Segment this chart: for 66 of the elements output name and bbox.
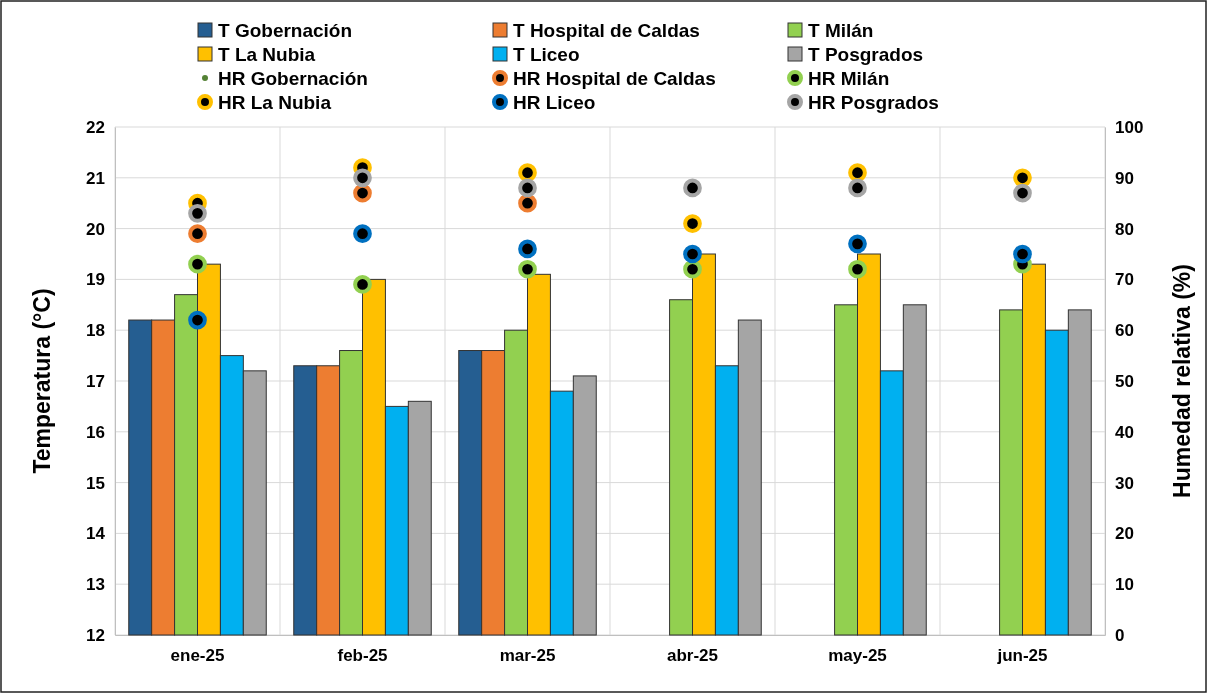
legend-label: HR Liceo — [513, 92, 596, 113]
y-axis-title: Temperatura (°C) — [29, 288, 55, 474]
point — [353, 168, 372, 188]
point — [188, 224, 207, 244]
x-tick-label: abr-25 — [666, 646, 719, 666]
x-tick-label: feb-25 — [337, 646, 388, 666]
legend-label: HR Hospital de Caldas — [513, 68, 716, 89]
point — [353, 183, 372, 203]
y2-tick-label: 90 — [1115, 168, 1134, 188]
y2-tick-label: 40 — [1115, 422, 1134, 442]
y-tick-label: 22 — [86, 117, 105, 137]
point — [1013, 168, 1032, 188]
point — [683, 178, 702, 198]
point — [683, 214, 702, 233]
x-tick-label: mar-25 — [499, 646, 556, 666]
y-tick-label: 12 — [86, 625, 105, 645]
legend-label: HR Posgrados — [808, 92, 939, 113]
point — [518, 178, 537, 198]
y-tick-label: 13 — [86, 575, 105, 595]
y2-axis-title: Humedad relativa (%) — [1169, 264, 1195, 498]
point — [848, 259, 867, 279]
y2-tick-label: 100 — [1115, 117, 1144, 137]
point — [848, 178, 867, 198]
point — [683, 244, 702, 264]
y-tick-label: 18 — [86, 321, 105, 341]
point — [518, 259, 537, 279]
y-tick-label: 19 — [86, 270, 105, 290]
point — [1013, 183, 1032, 203]
y-tick-label: 17 — [86, 371, 105, 391]
point — [188, 204, 207, 223]
legend-label: HR La Nubia — [218, 92, 332, 113]
y-tick-label: 14 — [86, 524, 106, 544]
point — [353, 275, 372, 294]
point — [518, 193, 537, 213]
y2-tick-label: 30 — [1115, 473, 1134, 493]
point — [848, 163, 867, 183]
legend-label: T Gobernación — [218, 20, 353, 41]
x-tick-label: ene-25 — [170, 646, 225, 666]
y2-tick-label: 60 — [1115, 321, 1134, 341]
y2-tick-label: 70 — [1115, 270, 1134, 290]
point — [188, 254, 207, 274]
point — [518, 163, 537, 183]
legend-label: HR Gobernación — [218, 68, 368, 89]
x-tick-label: may-25 — [828, 646, 887, 666]
point — [188, 310, 207, 330]
legend-label: T La Nubia — [218, 44, 316, 65]
y2-tick-label: 80 — [1115, 219, 1134, 239]
legend-label: T Liceo — [513, 44, 580, 65]
legend-label: HR Milán — [808, 68, 890, 89]
y2-tick-label: 50 — [1115, 371, 1134, 391]
x-tick-label: jun-25 — [996, 646, 1048, 666]
point — [683, 259, 702, 279]
y-tick-label: 16 — [86, 422, 105, 442]
legend-label: T Milán — [808, 20, 874, 41]
y-tick-label: 15 — [86, 473, 105, 493]
y2-tick-label: 20 — [1115, 524, 1134, 544]
y2-tick-label: 0 — [1115, 625, 1125, 645]
point — [848, 234, 867, 254]
y-tick-label: 21 — [86, 168, 105, 188]
legend-label: T Hospital de Caldas — [513, 20, 700, 41]
y-tick-label: 20 — [86, 219, 105, 239]
legend-label: T Posgrados — [808, 44, 924, 65]
y2-tick-label: 10 — [1115, 575, 1134, 595]
point — [518, 239, 537, 259]
point — [353, 224, 372, 244]
point — [1013, 244, 1032, 264]
